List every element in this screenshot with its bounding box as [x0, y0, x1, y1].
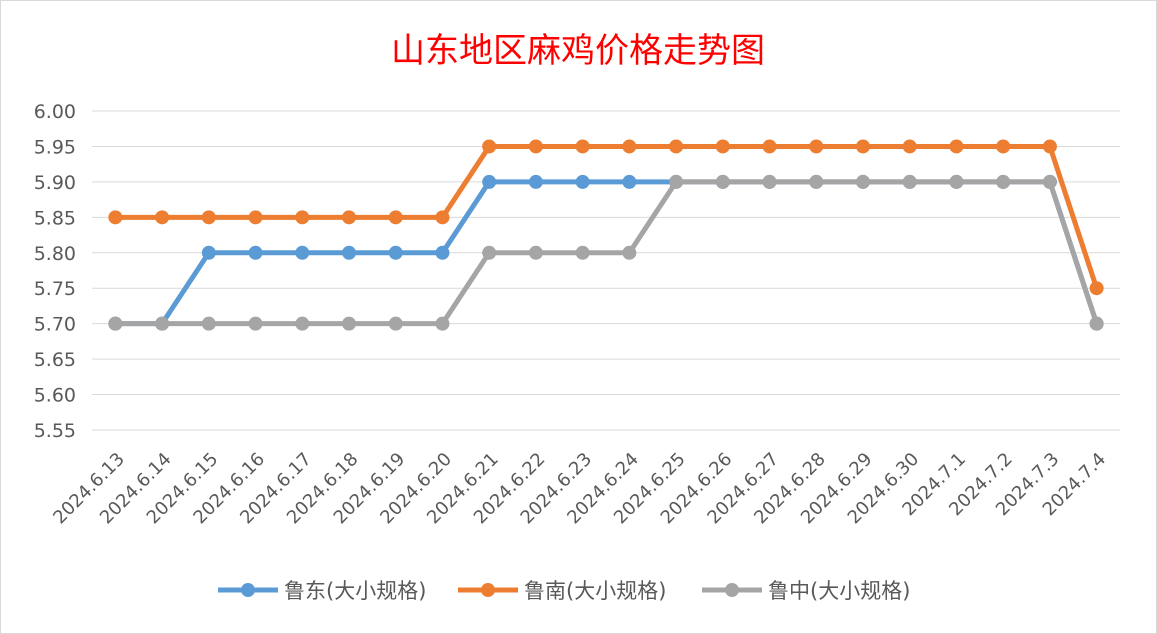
- legend-swatch-marker: [241, 583, 255, 597]
- data-point: [575, 139, 590, 154]
- chart-title: 山东地区麻鸡价格走势图: [391, 31, 765, 71]
- data-point: [342, 316, 356, 331]
- data-point: [388, 316, 403, 331]
- data-point: [669, 139, 684, 154]
- y-tick-label: 5.65: [34, 349, 76, 371]
- data-point: [388, 210, 403, 225]
- data-point: [715, 139, 730, 154]
- data-point: [528, 139, 543, 154]
- data-point: [856, 174, 870, 189]
- data-point: [295, 245, 310, 260]
- data-point: [809, 139, 824, 154]
- series-3: [108, 174, 1104, 331]
- data-point: [902, 174, 917, 189]
- data-point: [201, 210, 216, 225]
- data-point: [575, 245, 590, 260]
- series-line: [112, 179, 1100, 327]
- data-point: [482, 174, 497, 189]
- data-point: [902, 139, 917, 154]
- data-point: [435, 210, 450, 225]
- data-point: [528, 245, 543, 260]
- data-point: [528, 174, 543, 189]
- y-axis-tick-labels: 6.00 5.95 5.90 5.85 5.80 5.75 5.70 5.65 5.60 5.55: [34, 101, 76, 442]
- data-point: [996, 139, 1011, 154]
- data-point: [715, 174, 730, 189]
- data-point: [622, 174, 637, 189]
- data-point: [856, 139, 870, 154]
- y-tick-label: 5.60: [34, 385, 76, 407]
- y-tick-label: 5.75: [34, 278, 76, 300]
- series-lines: [108, 139, 1104, 331]
- data-point: [1042, 174, 1057, 189]
- y-tick-label: 5.55: [34, 420, 76, 442]
- data-point: [622, 245, 637, 260]
- data-point: [996, 174, 1011, 189]
- data-point: [201, 245, 216, 260]
- data-point: [388, 245, 403, 260]
- data-point: [762, 139, 777, 154]
- data-point: [342, 210, 356, 225]
- data-point: [482, 245, 497, 260]
- data-point: [482, 139, 497, 154]
- legend: 鲁东(大小规格) 鲁南(大小规格) 鲁中(大小规格): [218, 579, 910, 603]
- legend-swatch-marker: [481, 583, 495, 597]
- series-2: [108, 139, 1104, 296]
- data-point: [295, 316, 310, 331]
- legend-label: 鲁南(大小规格): [524, 579, 666, 603]
- y-tick-label: 5.80: [34, 243, 76, 265]
- data-point: [669, 174, 684, 189]
- data-point: [248, 245, 263, 260]
- legend-label: 鲁中(大小规格): [768, 579, 910, 603]
- y-tick-label: 5.90: [34, 172, 76, 194]
- data-point: [622, 139, 637, 154]
- legend-swatch-marker: [725, 583, 739, 597]
- legend-item: 鲁中(大小规格): [702, 579, 910, 603]
- data-point: [295, 210, 310, 225]
- data-point: [108, 210, 123, 225]
- data-point: [248, 316, 263, 331]
- data-point: [575, 174, 590, 189]
- y-tick-label: 6.00: [34, 101, 76, 123]
- data-point: [435, 245, 450, 260]
- data-point: [1089, 316, 1104, 331]
- data-point: [809, 174, 824, 189]
- data-point: [435, 316, 450, 331]
- data-point: [155, 316, 170, 331]
- legend-item: 鲁东(大小规格): [218, 579, 426, 603]
- series-line: [112, 143, 1100, 291]
- y-tick-label: 5.70: [34, 314, 76, 336]
- data-point: [949, 174, 964, 189]
- y-tick-label: 5.85: [34, 207, 76, 229]
- data-point: [248, 210, 263, 225]
- data-point: [1089, 281, 1104, 296]
- data-point: [762, 174, 777, 189]
- data-point: [342, 245, 356, 260]
- data-point: [108, 316, 123, 331]
- data-point: [201, 316, 216, 331]
- y-tick-label: 5.95: [34, 136, 76, 158]
- data-point: [155, 210, 170, 225]
- data-point: [1042, 139, 1057, 154]
- data-point: [949, 139, 964, 154]
- legend-item: 鲁南(大小规格): [458, 579, 666, 603]
- legend-label: 鲁东(大小规格): [284, 579, 426, 603]
